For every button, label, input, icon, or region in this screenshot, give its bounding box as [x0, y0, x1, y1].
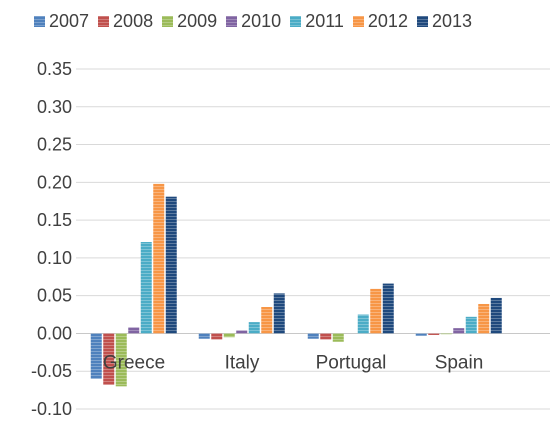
bar-greece-2011: [140, 242, 152, 334]
y-tick-label: 0.10: [37, 248, 72, 268]
bar-portugal-2008: [320, 333, 332, 340]
bar-italy-2010: [236, 330, 248, 334]
bar-portugal-2011: [357, 314, 369, 334]
legend-swatch: [226, 15, 238, 27]
legend-swatch: [162, 15, 174, 27]
legend-item-2011: 2011: [290, 11, 344, 32]
bar-spain-2009: [440, 333, 452, 335]
y-tick-label: 0.05: [37, 286, 72, 306]
bar-portugal-2009: [332, 333, 344, 342]
category-label-spain: Spain: [435, 352, 484, 373]
legend-label: 2011: [305, 10, 344, 31]
legend-label: 2009: [177, 10, 218, 31]
legend-swatch: [98, 15, 110, 27]
legend-item-2009: 2009: [162, 11, 217, 32]
bar-italy-2008: [211, 333, 223, 340]
bar-spain-2010: [453, 328, 465, 334]
bar-spain-2013: [490, 297, 502, 334]
legend-item-2013: 2013: [416, 10, 472, 32]
bar-portugal-2012: [370, 288, 382, 334]
bar-spain-2011: [465, 316, 477, 334]
y-tick-label: 0.20: [37, 172, 72, 192]
category-label-greece: Greece: [103, 352, 165, 373]
legend-label: 2012: [367, 10, 408, 31]
legend-label: 2008: [113, 10, 154, 31]
y-tick-label: 0.25: [37, 135, 72, 155]
y-tick-label: -0.05: [31, 361, 72, 381]
bar-greece-2009: [115, 333, 127, 387]
y-tick-label: 0.15: [37, 210, 72, 230]
legend-swatch: [416, 15, 428, 27]
legend-item-2012: 2012: [352, 10, 408, 32]
bar-greece-2007: [90, 333, 102, 379]
bar-spain-2007: [415, 333, 427, 336]
chart-legend: 2007 2008 2009 2010 2011 2012 2013: [34, 8, 550, 34]
bar-spain-2012: [478, 303, 490, 334]
legend-item-2007: 2007: [34, 11, 89, 32]
y-tick-label: -0.10: [31, 399, 72, 419]
bar-portugal-2007: [307, 333, 319, 339]
y-tick-label: 0.30: [37, 97, 72, 117]
bar-spain-2008: [428, 333, 440, 335]
legend-swatch: [34, 15, 45, 27]
bar-italy-2012: [261, 307, 273, 334]
legend-swatch: [352, 15, 364, 27]
legend-item-2010: 2010: [226, 11, 281, 32]
bar-portugal-2013: [382, 283, 394, 334]
y-tick-label: 0.35: [37, 59, 72, 79]
legend-label: 2013: [431, 10, 472, 31]
legend-swatch: [290, 15, 302, 27]
bar-italy-2011: [248, 322, 260, 334]
bar-greece-2013: [165, 196, 177, 334]
bar-italy-2013: [273, 293, 285, 334]
category-label-italy: Italy: [225, 352, 260, 373]
bar-greece-2008: [103, 333, 115, 385]
category-label-portugal: Portugal: [316, 352, 387, 373]
legend-label: 2007: [49, 10, 90, 31]
bar-italy-2007: [198, 333, 210, 339]
bar-italy-2009: [223, 333, 235, 338]
bar-greece-2012: [153, 183, 165, 334]
legend-label: 2010: [241, 10, 282, 31]
bar-greece-2010: [128, 327, 140, 334]
y-tick-label: 0.00: [37, 323, 72, 343]
legend-item-2008: 2008: [98, 11, 153, 32]
